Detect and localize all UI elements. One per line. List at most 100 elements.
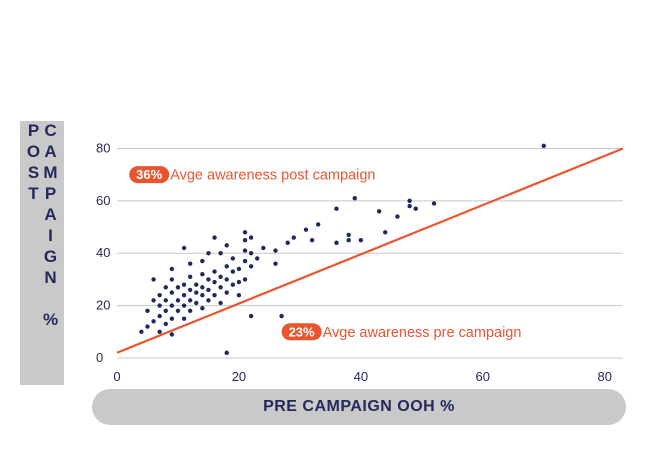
data-point [273, 248, 278, 253]
data-point [315, 222, 321, 227]
y-tick-label: 60 [96, 193, 110, 208]
data-point [157, 313, 162, 319]
data-point [352, 196, 357, 201]
data-point [242, 230, 248, 235]
data-point [151, 319, 156, 324]
data-point [236, 279, 242, 285]
data-point [169, 266, 175, 272]
data-point [242, 258, 248, 264]
x-axis-label: PRE CAMPAIGN OOH % [263, 398, 455, 415]
x-tick-label: 20 [232, 369, 246, 384]
data-point [181, 282, 187, 287]
data-point [218, 285, 223, 290]
data-point [224, 350, 229, 355]
data-point [169, 277, 175, 282]
data-point [145, 308, 150, 314]
data-point [157, 292, 162, 298]
data-point [169, 332, 175, 337]
data-point [181, 292, 187, 298]
data-point [157, 329, 162, 335]
trend-line [116, 147, 624, 354]
data-point [285, 240, 290, 245]
data-point [200, 285, 205, 290]
data-point [169, 316, 175, 321]
annotation-label: Avge awareness pre campaign [323, 325, 522, 341]
data-point [206, 251, 211, 256]
data-point [376, 209, 382, 214]
data-point [175, 285, 181, 290]
data-point [230, 282, 236, 287]
x-tick-label: 80 [597, 369, 611, 384]
data-point [187, 261, 193, 266]
data-point [181, 245, 187, 251]
data-point [358, 237, 364, 243]
data-point [248, 264, 254, 269]
data-point [242, 277, 248, 282]
data-point [157, 303, 162, 308]
annotation-label: Avge awareness post campaign [170, 168, 375, 184]
data-point [200, 258, 205, 264]
y-tick-label: 80 [96, 140, 110, 155]
x-tick-label: 0 [113, 369, 120, 384]
x-axis-label-box: PRE CAMPAIGN OOH % [92, 389, 626, 425]
data-point [194, 282, 199, 287]
data-point [346, 232, 351, 238]
x-tick-label: 40 [354, 369, 368, 384]
data-point [236, 266, 242, 272]
annotation-value: 36% [136, 167, 162, 182]
data-point [407, 203, 412, 209]
data-point [169, 290, 175, 295]
data-point [151, 277, 156, 282]
data-point [541, 143, 546, 149]
data-point [175, 308, 181, 314]
data-point [163, 308, 168, 314]
data-point [242, 237, 248, 243]
annotation-badge [129, 166, 170, 184]
data-point [194, 290, 199, 295]
data-point [224, 290, 229, 295]
data-point [175, 298, 181, 303]
data-point [139, 329, 144, 335]
data-point [181, 303, 187, 308]
data-point [224, 264, 229, 269]
data-point [279, 313, 284, 319]
data-point [383, 230, 388, 235]
data-point [255, 256, 260, 261]
data-point [309, 237, 315, 243]
data-point [194, 300, 199, 306]
annotation-badge [281, 323, 322, 341]
data-point [236, 292, 242, 298]
data-point [212, 269, 217, 274]
data-point [224, 243, 229, 248]
data-point [145, 324, 150, 329]
data-point [218, 274, 223, 280]
data-point [273, 261, 278, 266]
y-axis-label-box: POST CAMPAIGN % [20, 121, 64, 385]
annotation-value: 23% [289, 324, 315, 339]
data-point [261, 245, 266, 251]
data-point [200, 292, 205, 298]
data-point [218, 300, 223, 306]
y-axis-label: POST CAMPAIGN % [24, 121, 60, 331]
data-point [413, 206, 418, 211]
data-point [187, 287, 193, 293]
data-point [206, 277, 211, 282]
data-point [169, 303, 175, 308]
data-point [230, 256, 236, 261]
data-point [187, 308, 193, 314]
data-point [181, 316, 187, 321]
data-point [212, 292, 217, 298]
data-point [248, 313, 254, 319]
data-point [163, 321, 168, 327]
data-point [334, 206, 339, 211]
x-tick-label: 60 [476, 369, 490, 384]
data-point [187, 274, 193, 280]
data-point [151, 298, 156, 303]
data-point [248, 235, 254, 240]
data-point [303, 227, 309, 232]
data-point [206, 298, 211, 303]
y-tick-label: 40 [96, 245, 110, 260]
data-point [407, 198, 412, 204]
data-point [212, 279, 217, 285]
